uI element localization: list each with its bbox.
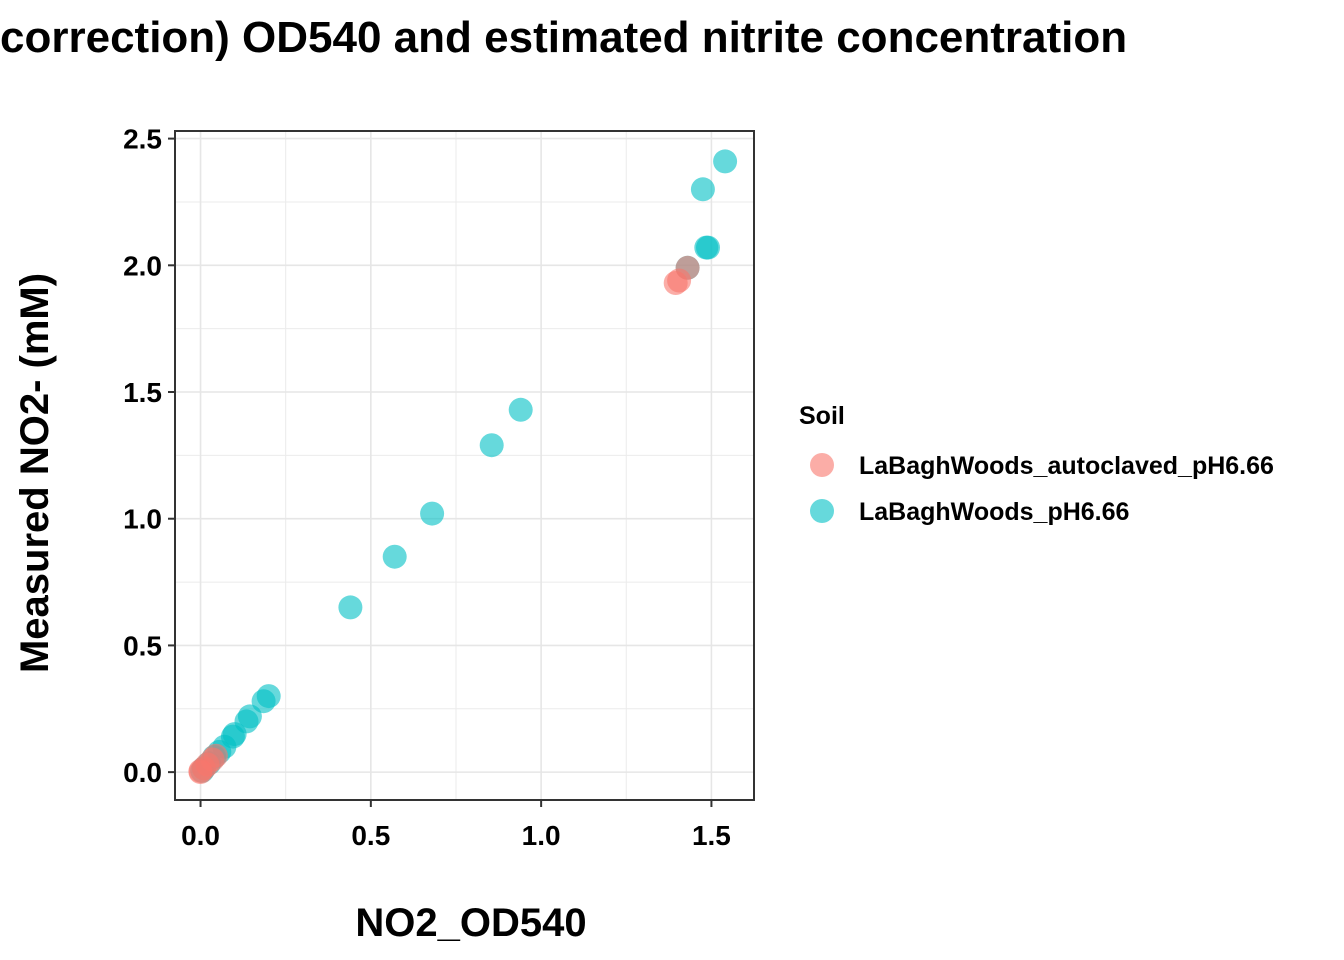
data-point-labaghwoods-autoclaved-ph6-66 <box>188 760 213 785</box>
y-axis-ticks: 0.0 0.5 1.0 1.5 2.0 2.5 <box>123 124 175 788</box>
x-tick-label: 0.0 <box>181 820 220 851</box>
x-tick-label: 0.5 <box>351 820 390 851</box>
legend-label: LaBaghWoods_autoclaved_pH6.66 <box>859 452 1274 480</box>
data-point-labaghwoods-ph6-66 <box>508 397 533 422</box>
y-axis-title: Measured NO2- (mM) <box>13 273 57 673</box>
legend-swatch <box>810 499 834 523</box>
legend-title: Soil <box>799 402 845 430</box>
grid-major-lines <box>175 131 754 800</box>
data-point-labaghwoods-ph6-66 <box>479 433 504 458</box>
y-tick-label: 0.0 <box>123 757 162 788</box>
data-point-labaghwoods-ph6-66 <box>713 149 738 174</box>
y-tick-label: 1.5 <box>123 377 162 408</box>
legend-swatch <box>810 453 834 477</box>
legend-label: LaBaghWoods_pH6.66 <box>859 498 1129 526</box>
data-point-labaghwoods-ph6-66 <box>694 235 719 260</box>
y-tick-label: 2.0 <box>123 250 162 281</box>
x-tick-label: 1.0 <box>522 820 561 851</box>
x-axis-ticks: 0.0 0.5 1.0 1.5 <box>181 800 731 851</box>
data-point-labaghwoods-ph6-66 <box>338 595 363 620</box>
legend: Soil LaBaghWoods_autoclaved_pH6.66LaBagh… <box>799 402 1274 526</box>
data-point-labaghwoods-ph6-66 <box>420 501 445 526</box>
legend-items: LaBaghWoods_autoclaved_pH6.66 LaBaghWoods… <box>810 452 1274 526</box>
chart-title: correction) OD540 and estimated nitrite … <box>0 13 1127 62</box>
plot-border <box>174 130 755 801</box>
data-point-labaghwoods-ph6-66 <box>690 177 715 202</box>
x-axis-title: NO2_OD540 <box>355 901 586 945</box>
y-tick-label: 0.5 <box>123 630 162 661</box>
x-tick-label: 1.5 <box>692 820 731 851</box>
data-point-labaghwoods-autoclaved-ph6-66 <box>675 255 700 280</box>
y-tick-label: 2.5 <box>123 124 162 155</box>
data-point-labaghwoods-ph6-66 <box>382 544 407 569</box>
data-points <box>188 149 738 785</box>
y-tick-label: 1.0 <box>123 504 162 535</box>
